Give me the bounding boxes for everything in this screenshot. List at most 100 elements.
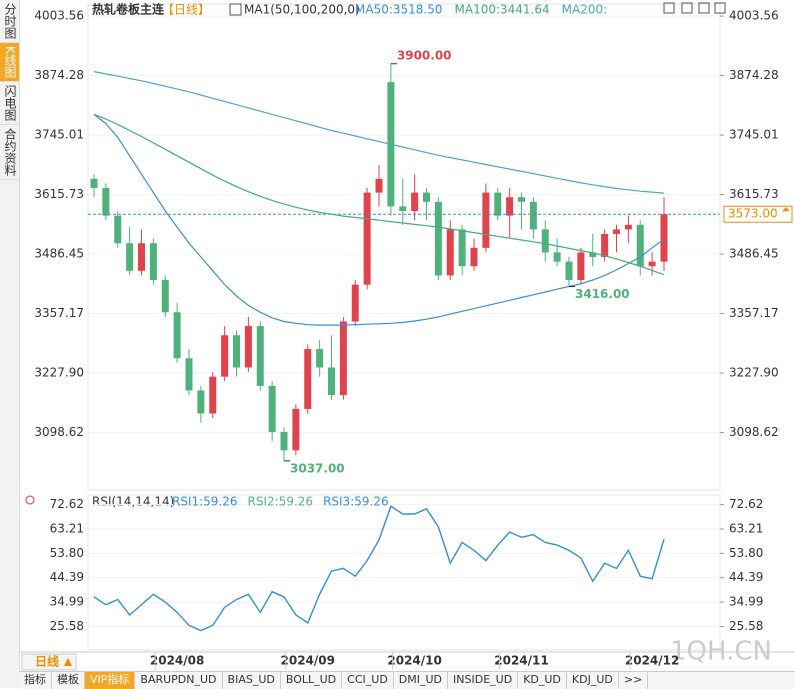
- period-button[interactable]: [21, 653, 77, 671]
- footer-tab[interactable]: VIP指标: [85, 672, 136, 689]
- y-tick-label-left: 25.58: [50, 619, 84, 633]
- y-tick-label-left: 63.21: [50, 521, 84, 535]
- main-frame: [87, 3, 721, 491]
- y-tick-label: 53.80: [729, 546, 763, 560]
- footer-tab[interactable]: >>: [619, 672, 649, 689]
- indicator-icon[interactable]: [229, 3, 242, 16]
- candle-body: [458, 229, 466, 267]
- candle-body: [648, 261, 656, 267]
- candle-body: [114, 215, 122, 244]
- y-tick-label-left: 3486.45: [34, 247, 84, 261]
- candle-body: [624, 224, 632, 230]
- y-tick-label-left: 72.62: [50, 497, 84, 511]
- sidebar-tab[interactable]: 闪电图: [0, 82, 19, 125]
- last-price-label: 3573.00: [728, 207, 778, 221]
- chart: 热轧卷板主连 【日线】 MA1(50,100,200,0) RSI(14,14,…: [20, 2, 795, 671]
- header-indicator: MA1(50,100,200,0): [244, 3, 360, 17]
- candle-body: [268, 385, 276, 432]
- candle-body: [375, 178, 383, 193]
- candle-body: [256, 326, 264, 386]
- footer-tab[interactable]: CCI_UD: [342, 672, 394, 689]
- y-tick-label: 3486.45: [729, 247, 779, 261]
- annotation: 3037.00: [290, 461, 345, 475]
- candle-body: [244, 326, 252, 368]
- header-period[interactable]: 【日线】: [162, 3, 210, 17]
- footer-tabs: 指标 模板 VIP指标 BARUPDN_UD BIAS_UD BOLL_UD CCI_UD D…: [19, 671, 795, 689]
- candle-body: [494, 192, 502, 216]
- x-tick-label: 2024/09: [281, 654, 335, 668]
- footer-tab[interactable]: KDJ_UD: [567, 672, 619, 689]
- x-tick-label: 2024/12: [625, 654, 679, 668]
- candle-body: [149, 243, 157, 281]
- series-line: [93, 113, 665, 276]
- series-line: [93, 505, 665, 632]
- rsi-frame: [87, 494, 721, 651]
- y-tick-label: 3227.90: [729, 366, 779, 380]
- last-price-arrow: [782, 207, 790, 212]
- candle-body: [173, 312, 181, 359]
- candle-body: [518, 197, 525, 202]
- candle-body: [660, 214, 668, 262]
- legend-entry: MA50:3518.50: [355, 3, 443, 17]
- legend-entry: RSI2:59.26: [248, 495, 314, 509]
- candle-body: [506, 197, 514, 216]
- button[interactable]: [663, 2, 675, 14]
- candle-body: [351, 284, 359, 322]
- candle-body: [209, 376, 217, 414]
- footer-tab[interactable]: INSIDE_UD: [448, 672, 519, 689]
- y-tick-label: 3615.73: [729, 187, 779, 201]
- candle-body: [470, 247, 478, 267]
- footer-tab[interactable]: BOLL_UD: [281, 672, 343, 689]
- candle-body: [423, 192, 430, 202]
- annotation: 3416.00: [575, 287, 630, 301]
- candle-body: [339, 321, 347, 396]
- candle-body: [636, 224, 644, 267]
- candle-body: [126, 243, 134, 271]
- candle-body: [601, 234, 609, 258]
- candle-body: [185, 358, 193, 391]
- candle-body: [541, 229, 549, 253]
- footer-tab[interactable]: BARUPDN_UD: [135, 672, 223, 689]
- y-tick-label-left: 44.39: [50, 570, 84, 584]
- sidebar-tab[interactable]: 合约资料: [0, 125, 19, 180]
- period-button-label[interactable]: 日线: [35, 654, 59, 669]
- period-arrow[interactable]: [64, 658, 72, 666]
- y-tick-label: 72.62: [729, 497, 763, 511]
- legend-entry: RSI3:59.26: [323, 495, 389, 509]
- footer-tab[interactable]: KD_UD: [518, 672, 567, 689]
- watermark: 1QH.CN: [670, 637, 772, 667]
- last-price-box: [723, 205, 793, 223]
- header-title: 热轧卷板主连: [92, 2, 165, 17]
- sidebar-tab[interactable]: K线图: [0, 43, 19, 82]
- candle-body: [280, 431, 288, 451]
- y-tick-label-left: 34.99: [50, 595, 84, 609]
- button[interactable]: [681, 2, 693, 14]
- candle-body: [577, 252, 585, 281]
- y-tick-label: 25.58: [729, 619, 763, 633]
- sidebar-tab[interactable]: 分时图: [0, 0, 19, 43]
- y-tick-label: 63.21: [729, 521, 763, 535]
- button[interactable]: [698, 2, 710, 14]
- footer-tab[interactable]: 指标: [19, 672, 52, 689]
- y-tick-label: 3745.01: [729, 128, 779, 142]
- y-tick-label-left: 3357.17: [34, 306, 84, 320]
- y-tick-label-left: 3745.01: [34, 128, 84, 142]
- candle-body: [553, 252, 561, 262]
- y-tick-label-left: 3098.62: [34, 425, 84, 439]
- rsi-header: RSI(14,14,14): [92, 495, 174, 509]
- y-tick-label: 44.39: [729, 570, 763, 584]
- footer-tab[interactable]: BIAS_UD: [223, 672, 281, 689]
- footer-tab[interactable]: 模板: [52, 672, 85, 689]
- candle-body: [304, 349, 312, 409]
- candle-body: [399, 206, 407, 212]
- candle-body: [316, 349, 324, 368]
- candle-body: [446, 229, 454, 276]
- footer-tab[interactable]: DMI_UD: [394, 672, 449, 689]
- candle-body: [233, 335, 240, 368]
- y-tick-label-left: 3227.90: [34, 366, 84, 380]
- candle-body: [161, 280, 169, 313]
- button[interactable]: [714, 2, 726, 14]
- series-line: [93, 71, 665, 194]
- rsi-icon[interactable]: [25, 495, 35, 505]
